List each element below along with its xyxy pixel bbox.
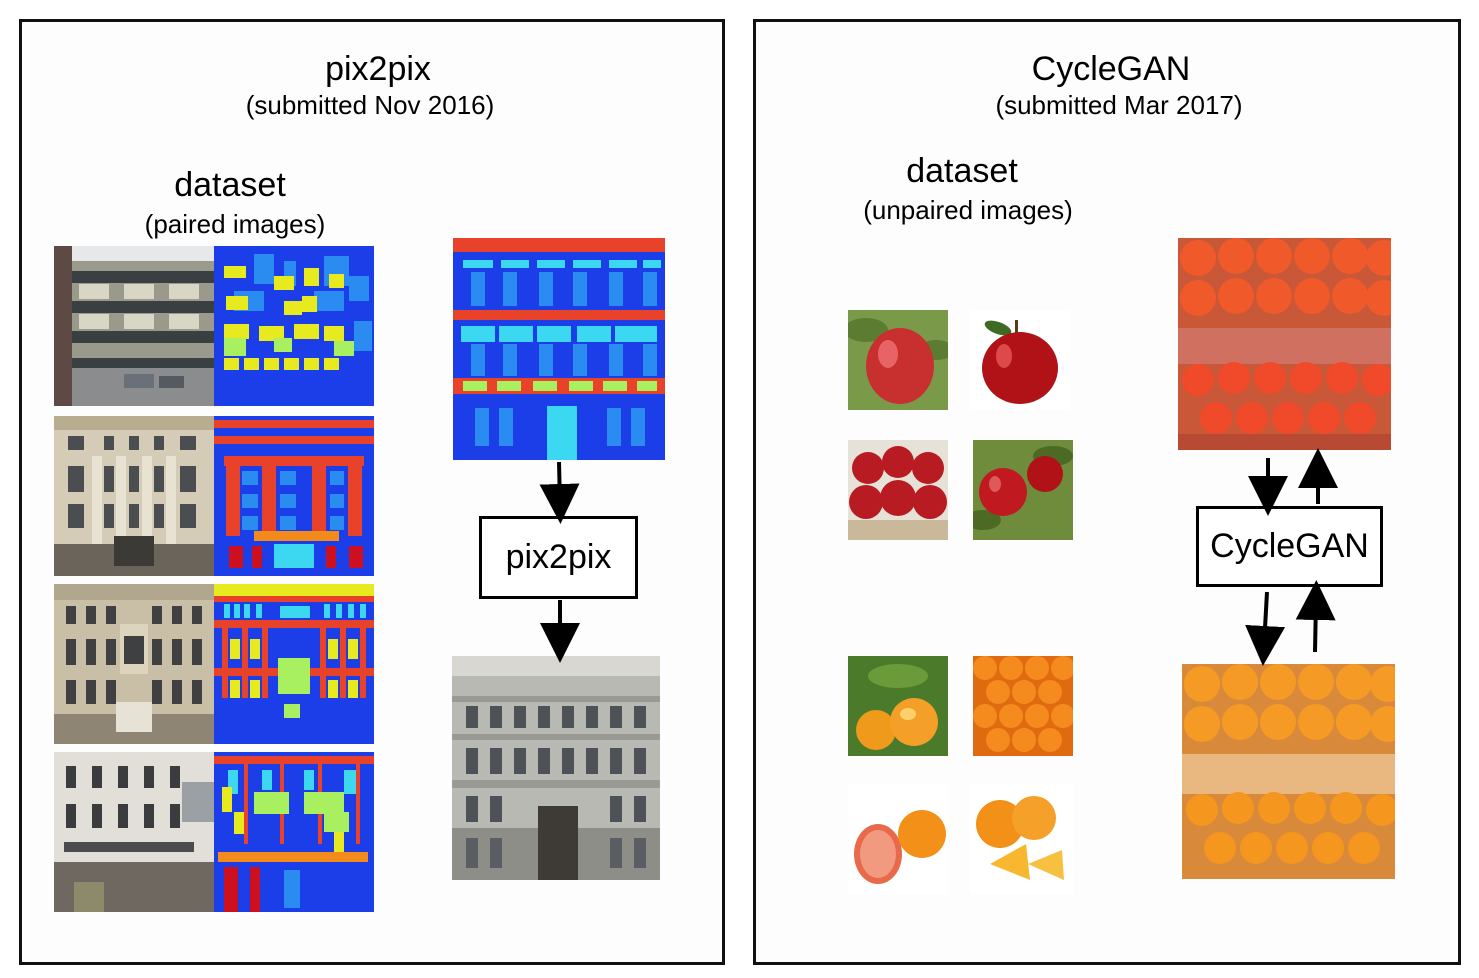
cyclegan-model-label: CycleGAN [1210, 527, 1369, 565]
pix2pix-dataset-label: dataset [174, 166, 286, 204]
apple-photo [970, 310, 1070, 410]
apple-photo [848, 440, 948, 540]
facade-photo [54, 584, 214, 744]
pix2pix-dataset-sublabel: (paired images) [144, 209, 326, 239]
pix2pix-model-label: pix2pix [505, 538, 612, 576]
facade-label-map [214, 246, 374, 406]
pix2pix-title: pix2pix [325, 50, 431, 88]
input-label-map [453, 238, 665, 460]
apple-photo [848, 310, 948, 410]
cyclegan-title: CycleGAN [1031, 50, 1191, 88]
pix2pix-model-box: pix2pix [479, 516, 638, 599]
apple-photo [973, 440, 1073, 540]
orange-crate-photo [1178, 238, 1391, 450]
facade-label-map [214, 584, 374, 744]
cyclegan-model-box: CycleGAN [1196, 506, 1383, 587]
facade-photo [54, 416, 214, 576]
facade-label-map [214, 752, 374, 912]
pix2pix-subtitle: (submitted Nov 2016) [245, 90, 495, 120]
orange-photo [973, 656, 1073, 756]
orange-photo [848, 656, 948, 756]
cyclegan-subtitle: (submitted Mar 2017) [995, 90, 1243, 120]
cyclegan-dataset-label: dataset [906, 152, 1018, 190]
facade-photo [54, 246, 214, 406]
facade-photo [54, 752, 214, 912]
generated-facade-photo [452, 656, 660, 880]
cyclegan-dataset-sublabel: (unpaired images) [863, 195, 1073, 225]
orange-photo [848, 784, 948, 894]
orange-crate-photo [1182, 664, 1395, 879]
orange-photo [970, 784, 1074, 894]
facade-label-map [214, 416, 374, 576]
